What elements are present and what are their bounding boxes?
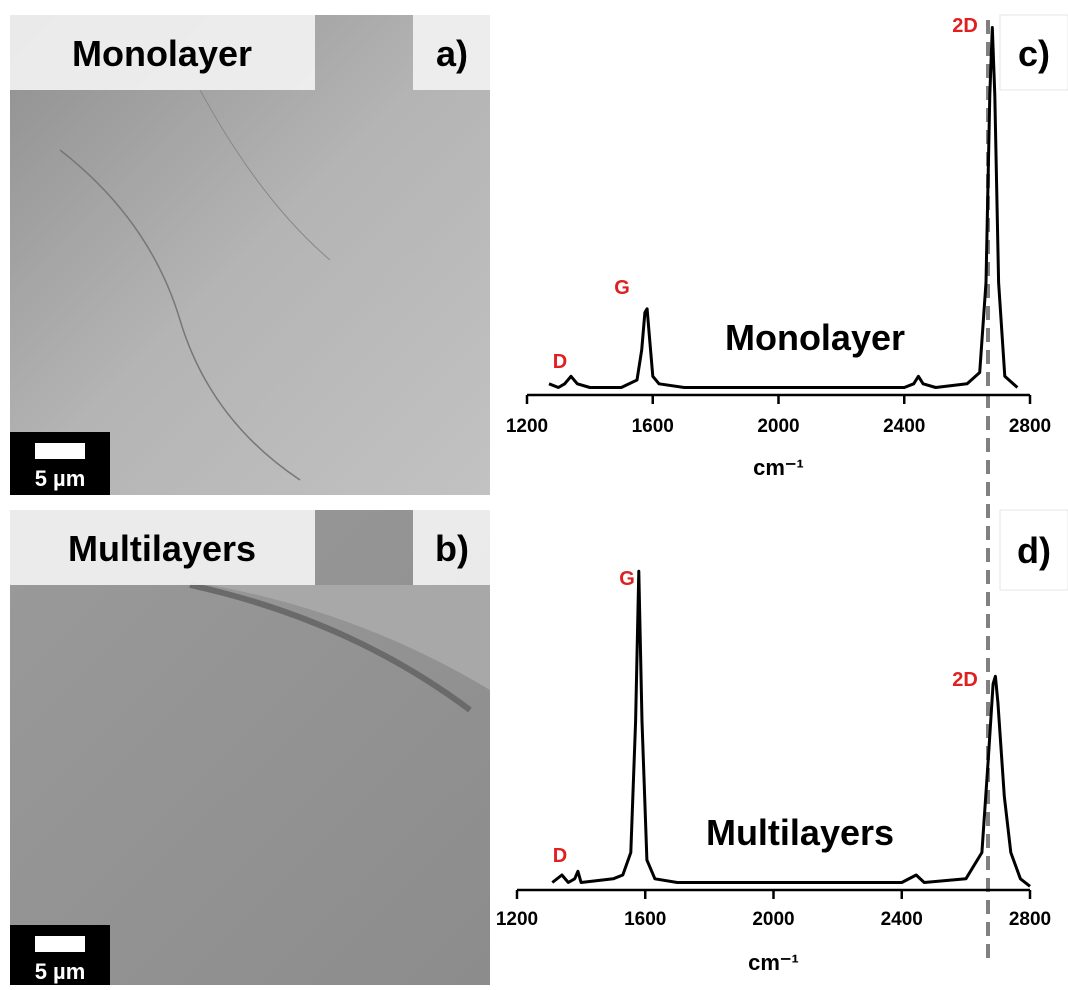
peak-label: D bbox=[553, 845, 567, 867]
image-label: Multilayers bbox=[68, 528, 256, 569]
panel-label: d) bbox=[1017, 530, 1051, 571]
sem-image-b: Multilayers b) 5 µm bbox=[10, 510, 490, 985]
peak-label: G bbox=[619, 568, 635, 590]
peak-label: 2D bbox=[952, 669, 978, 691]
x-axis-label: cm⁻¹ bbox=[753, 455, 804, 480]
peak-label: 2D bbox=[952, 15, 978, 37]
figure: Monolayer a) 5 µm Multilayers b) 5 µm 12… bbox=[0, 0, 1068, 985]
x-tick-label: 2400 bbox=[883, 416, 925, 437]
x-axis-label: cm⁻¹ bbox=[748, 950, 799, 975]
panel-label: a) bbox=[436, 33, 468, 74]
x-tick-label: 2800 bbox=[1009, 909, 1051, 930]
sem-image-a: Monolayer a) 5 µm bbox=[10, 15, 490, 495]
x-tick-label: 1600 bbox=[632, 416, 674, 437]
peak-label: D bbox=[553, 351, 567, 373]
panel-label: b) bbox=[435, 528, 469, 569]
scale-bar-label: 5 µm bbox=[35, 959, 86, 984]
x-tick-label: 1200 bbox=[506, 416, 548, 437]
peak-label: G bbox=[614, 277, 630, 299]
x-tick-label: 2000 bbox=[752, 909, 794, 930]
panel-label: c) bbox=[1018, 33, 1050, 74]
x-tick-label: 2800 bbox=[1009, 416, 1051, 437]
x-tick-label: 1200 bbox=[496, 909, 538, 930]
image-label: Monolayer bbox=[72, 33, 252, 74]
x-tick-label: 2000 bbox=[757, 416, 799, 437]
chart-text: Monolayer bbox=[725, 317, 905, 358]
chart-text: Multilayers bbox=[706, 812, 894, 853]
scale-bar-label: 5 µm bbox=[35, 466, 86, 491]
x-tick-label: 2400 bbox=[881, 909, 923, 930]
x-tick-label: 1600 bbox=[624, 909, 666, 930]
